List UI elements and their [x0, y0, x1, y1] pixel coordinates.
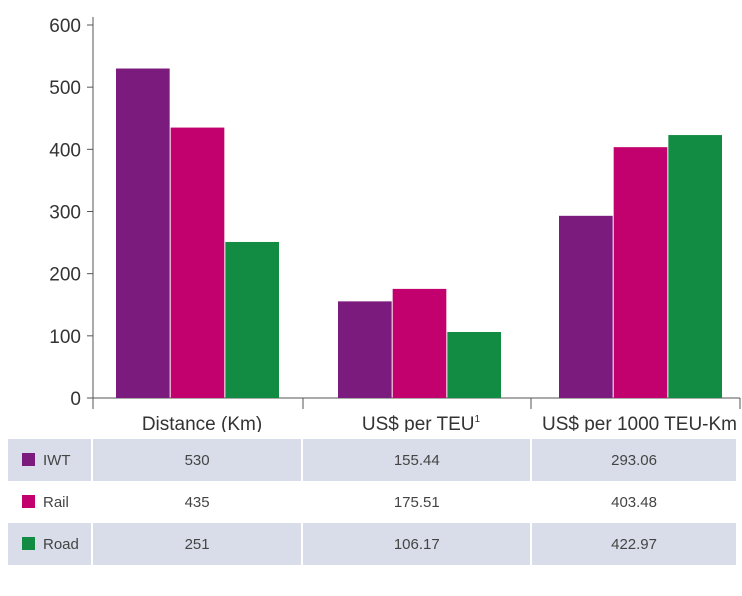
bar-rail-2: [613, 147, 668, 398]
bar-road-1: [447, 331, 501, 398]
legend-swatch-rail: [22, 494, 35, 508]
cell-iwt-per-1000-teu-km: 293.06: [532, 439, 736, 481]
bar-chart: 0 100 200 300 400 500 600 Distance (Km) US$ per …: [49, 16, 741, 432]
cell-road-per-teu: 106.17: [303, 523, 533, 565]
bar-iwt-1: [338, 301, 392, 398]
cell-road-distance: 251: [92, 523, 304, 565]
bar-rail-0: [170, 127, 225, 398]
y-tick-label: 400: [49, 140, 81, 161]
row-header-road: Road: [8, 523, 93, 565]
row-label-rail: Rail: [43, 493, 69, 511]
chart-bars: [116, 68, 722, 399]
category-label: Distance (Km): [142, 414, 262, 432]
row-label-road: Road: [43, 535, 79, 553]
bar-iwt-0: [116, 68, 170, 399]
y-tick-label: 0: [70, 389, 81, 410]
bar-road-2: [668, 135, 722, 398]
category-label: US$ per 1000 TEU-Km: [542, 414, 737, 432]
y-tick-label: 600: [49, 16, 81, 37]
legend-swatch-iwt: [22, 452, 35, 466]
cell-rail-distance: 435: [93, 481, 304, 523]
y-tick-label: 200: [49, 265, 81, 286]
legend-swatch-road: [22, 536, 35, 550]
cell-road-per-1000-teu-km: 422.97: [532, 523, 736, 565]
bar-rail-1: [392, 288, 447, 398]
cell-rail-per-teu: 175.51: [303, 481, 533, 523]
y-tick-label: 500: [49, 78, 81, 99]
y-tick-label: 300: [49, 203, 81, 224]
row-label-iwt: IWT: [43, 451, 71, 469]
table-row-rail: Rail 435 175.51 403.48: [8, 481, 736, 523]
cell-iwt-per-teu: 155.44: [303, 439, 533, 481]
chart-labels: 0 100 200 300 400 500 600 Distance (Km) US$ per …: [49, 16, 737, 432]
cell-iwt-distance: 530: [92, 439, 304, 481]
data-table: IWT 530 155.44 293.06 Rail 435 175.51 40…: [8, 439, 736, 565]
cell-rail-per-1000-teu-km: 403.48: [611, 493, 657, 511]
bar-iwt-2: [559, 215, 613, 398]
row-header-rail: Rail: [8, 481, 93, 523]
table-row-road: Road 251 106.17 422.97: [8, 523, 736, 565]
bar-road-0: [225, 241, 279, 398]
row-header-iwt: IWT: [8, 439, 93, 481]
y-tick-label: 100: [49, 327, 81, 348]
category-label: US$ per TEU1: [362, 414, 481, 432]
table-row-iwt: IWT 530 155.44 293.06: [8, 439, 736, 481]
